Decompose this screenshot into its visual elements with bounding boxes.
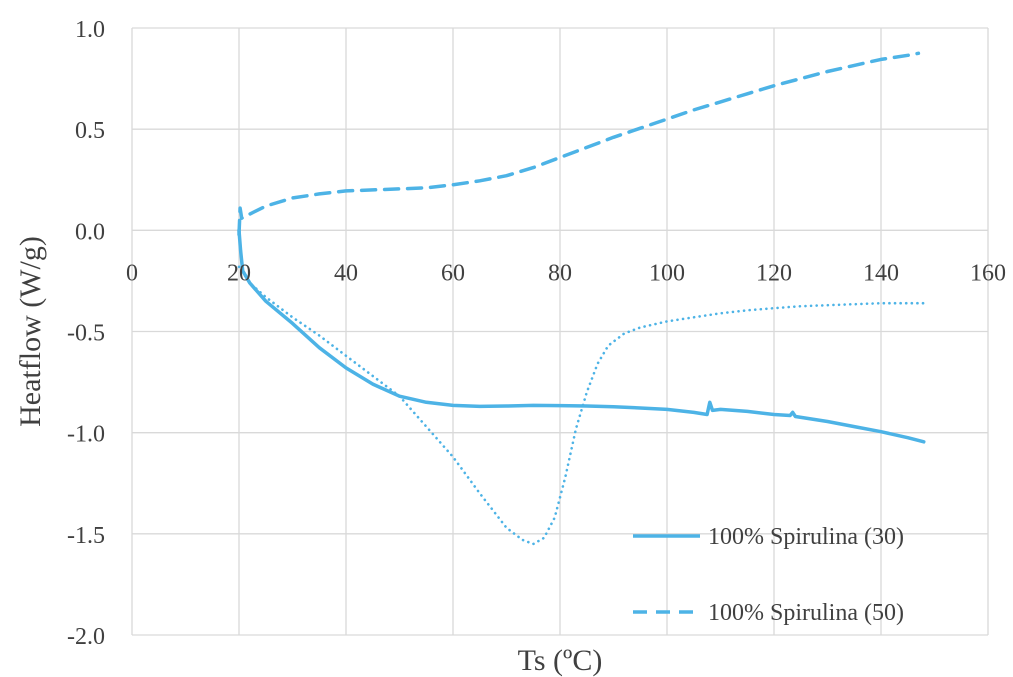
y-tick-label: 1.0 bbox=[75, 17, 105, 43]
y-tick-label: 0.5 bbox=[75, 118, 105, 144]
x-tick-label: 80 bbox=[548, 260, 572, 286]
series-line-dotted bbox=[237, 265, 926, 546]
x-tick-label: 140 bbox=[863, 260, 899, 286]
x-tick-label: 40 bbox=[334, 260, 358, 286]
x-tick-label: 160 bbox=[970, 260, 1006, 286]
y-axis-label: Heatflow (W/g) bbox=[14, 236, 47, 427]
x-tick-label: 0 bbox=[126, 260, 138, 286]
y-tick-label: 0.0 bbox=[75, 219, 105, 245]
y-tick-label: -2.0 bbox=[67, 624, 105, 650]
x-tick-label: 100 bbox=[649, 260, 685, 286]
x-axis-ticks: 0 20 40 60 80 100 120 140 160 bbox=[126, 260, 1006, 286]
y-axis-ticks: 1.0 0.5 0.0 -0.5 -1.0 -1.5 -2.0 bbox=[67, 17, 105, 650]
legend-label: 100% Spirulina (30) bbox=[708, 524, 904, 550]
x-tick-label: 60 bbox=[441, 260, 465, 286]
series-lines bbox=[237, 51, 926, 546]
y-tick-label: -1.5 bbox=[67, 523, 105, 549]
series-line-solid bbox=[237, 228, 926, 444]
grid-lines bbox=[131, 27, 989, 636]
series-line-dashed bbox=[237, 51, 921, 237]
legend-label: 100% Spirulina (50) bbox=[708, 600, 904, 626]
y-tick-label: -0.5 bbox=[67, 321, 105, 347]
legend: 100% Spirulina (30) 100% Spirulina (50) bbox=[633, 524, 904, 626]
x-axis-label: Ts (ºC) bbox=[518, 644, 603, 677]
y-tick-label: -1.0 bbox=[67, 422, 105, 448]
x-tick-label: 120 bbox=[756, 260, 792, 286]
x-tick-label: 20 bbox=[227, 260, 251, 286]
